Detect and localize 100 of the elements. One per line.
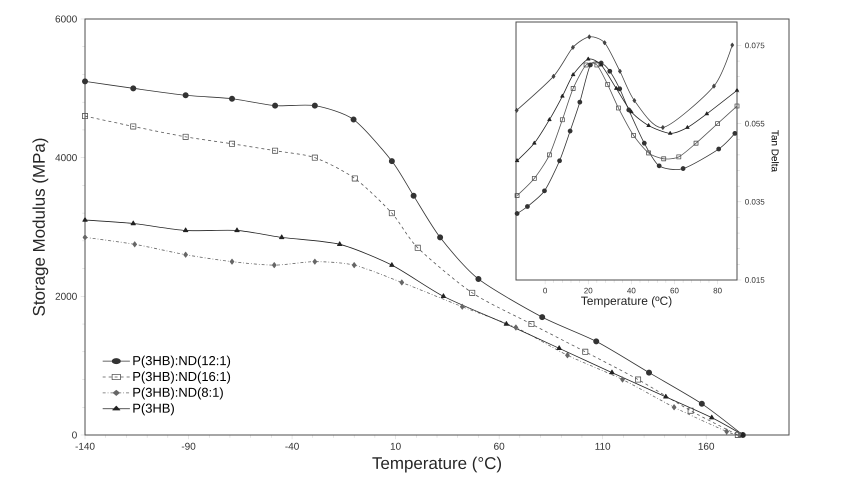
- point: [230, 258, 234, 265]
- point: [414, 244, 421, 251]
- point: [557, 158, 562, 164]
- point: [685, 125, 690, 129]
- point: [646, 123, 651, 127]
- point: [584, 62, 588, 68]
- point: [587, 34, 592, 40]
- point: [388, 210, 395, 216]
- point: [437, 234, 444, 240]
- x-tick-label: 160: [698, 442, 714, 450]
- point: [571, 72, 576, 76]
- point: [582, 348, 588, 355]
- point: [734, 104, 740, 108]
- point: [525, 204, 530, 209]
- point: [460, 304, 465, 310]
- x-tick-label: 110: [595, 442, 610, 450]
- point: [565, 352, 570, 358]
- point: [182, 92, 189, 98]
- y-tick-label: 2000: [56, 292, 77, 300]
- point: [229, 140, 236, 147]
- x-tick-label: -140: [75, 442, 95, 450]
- x-tick-label: 10: [390, 442, 401, 450]
- point: [514, 324, 518, 331]
- point: [272, 102, 278, 109]
- point: [688, 408, 694, 414]
- point: [716, 146, 722, 152]
- point: [312, 258, 318, 265]
- point: [672, 404, 676, 410]
- point: [577, 100, 582, 105]
- point: [560, 117, 565, 122]
- point: [663, 394, 668, 399]
- point: [82, 113, 88, 120]
- x-axis-title: Temperature (ºC): [581, 296, 672, 308]
- point: [594, 62, 600, 68]
- point: [514, 158, 520, 162]
- point: [631, 132, 636, 138]
- point: [514, 211, 520, 216]
- point: [618, 68, 622, 74]
- point: [504, 321, 510, 326]
- point: [609, 370, 615, 374]
- point: [620, 376, 625, 383]
- point: [350, 116, 357, 123]
- point: [556, 345, 562, 350]
- point: [694, 140, 698, 146]
- point: [632, 98, 636, 103]
- point: [724, 428, 730, 435]
- point: [475, 276, 482, 282]
- point: [547, 152, 552, 158]
- point: [586, 56, 590, 61]
- x-tick-label: -40: [285, 442, 299, 450]
- point: [593, 338, 600, 344]
- legend-label: P(3HB):ND(8:1): [133, 387, 223, 400]
- y-tick-label: 6000: [56, 15, 77, 23]
- point: [440, 293, 446, 298]
- legend-label: P(3HB):ND(16:1): [133, 372, 230, 384]
- point: [352, 262, 357, 268]
- point: [588, 62, 593, 68]
- point: [352, 175, 358, 182]
- point: [730, 42, 734, 48]
- point: [568, 128, 573, 134]
- point: [337, 241, 342, 246]
- legend-label: P(3HB): [133, 403, 174, 416]
- point: [82, 234, 88, 240]
- x-axis-title: Temperature (°C): [372, 456, 501, 472]
- point: [646, 150, 652, 156]
- point: [532, 140, 536, 145]
- legend-label: P(3HB):ND(12:1): [133, 356, 230, 368]
- point: [547, 117, 552, 122]
- point: [388, 158, 395, 164]
- point: [399, 279, 404, 286]
- point: [514, 193, 520, 198]
- point: [614, 86, 618, 90]
- point: [130, 220, 136, 226]
- point: [389, 262, 395, 267]
- point: [82, 78, 88, 84]
- point: [182, 227, 188, 232]
- point: [542, 188, 547, 194]
- point: [680, 166, 686, 171]
- point: [709, 414, 714, 420]
- point: [279, 234, 284, 240]
- point: [312, 154, 318, 161]
- point: [183, 252, 188, 258]
- x-tick-label: 60: [494, 442, 504, 450]
- point: [560, 94, 564, 98]
- point: [229, 96, 236, 102]
- point: [626, 108, 632, 112]
- point: [272, 148, 278, 154]
- point: [182, 134, 189, 140]
- point: [552, 74, 556, 79]
- point: [469, 290, 476, 296]
- point: [82, 217, 88, 222]
- point: [312, 102, 318, 109]
- point: [734, 88, 740, 92]
- point: [617, 86, 622, 92]
- point: [607, 68, 612, 74]
- point: [635, 376, 642, 383]
- point: [272, 262, 277, 268]
- point: [732, 130, 738, 136]
- point: [130, 85, 136, 92]
- y-tick-label: 4000: [55, 154, 77, 162]
